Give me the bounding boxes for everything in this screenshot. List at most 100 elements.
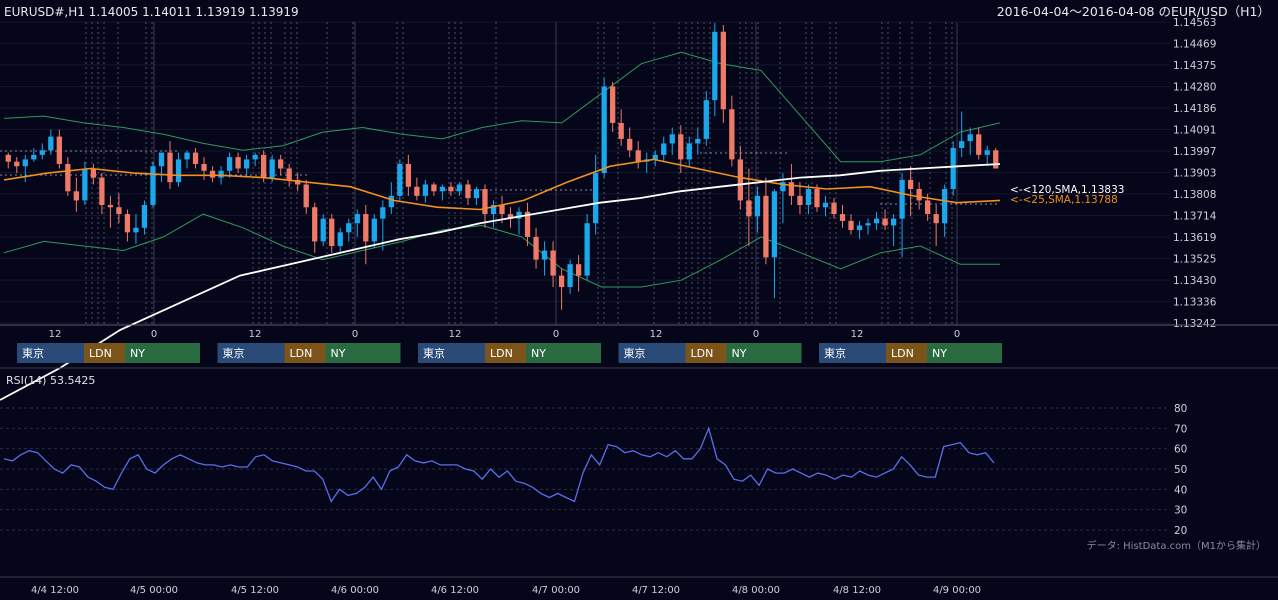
session-tokyo-label: 東京: [423, 346, 445, 360]
candle: [439, 184, 446, 201]
candle: [516, 207, 522, 235]
candle: [729, 95, 735, 167]
sma25-label: <-<25,SMA,1.13788: [1010, 194, 1118, 206]
candle-body: [925, 200, 931, 215]
candle: [363, 204, 369, 265]
candle: [482, 184, 488, 228]
candle-body: [507, 214, 514, 219]
candle: [65, 157, 71, 196]
date-tick-label: 4/6 12:00: [431, 585, 479, 596]
candle: [48, 129, 54, 155]
candle: [593, 154, 599, 235]
session-tokyo-label: 東京: [824, 346, 846, 360]
candle: [601, 77, 607, 178]
candle: [695, 127, 701, 155]
hour-tick-label: 0: [954, 329, 960, 340]
candle-body: [295, 179, 301, 185]
price-tick-label: 1.13619: [1173, 232, 1216, 244]
candle: [746, 168, 752, 246]
candle: [610, 81, 616, 133]
candle-body: [209, 170, 216, 178]
candle: [269, 154, 275, 183]
hour-axis: 12 0 12 0 12 0 12 0 12 0: [49, 329, 961, 340]
session-newyork-label: NY: [130, 347, 145, 360]
rsi-tick-label: 50: [1174, 464, 1187, 476]
price-tick-label: 1.13336: [1173, 297, 1217, 309]
session-newyork: [726, 343, 802, 363]
candle: [192, 148, 199, 169]
candle-body: [627, 138, 633, 151]
candle: [805, 184, 812, 215]
candle-body: [737, 159, 743, 201]
price-tick-label: 1.13903: [1173, 167, 1216, 179]
candle-body: [116, 207, 122, 215]
candle: [652, 150, 658, 167]
candle-body: [652, 154, 658, 160]
price-tick-label: 1.13242: [1173, 318, 1216, 330]
candle: [686, 136, 692, 167]
candle-body: [346, 223, 352, 233]
candle: [448, 182, 454, 196]
candle-body: [678, 134, 684, 160]
session-london: [84, 343, 125, 363]
candle-body: [133, 227, 139, 233]
price-tick-label: 1.13808: [1173, 189, 1216, 201]
candle: [558, 268, 565, 310]
candle-body: [754, 195, 761, 217]
candle: [942, 184, 948, 237]
candle: [201, 157, 207, 180]
candle-body: [201, 163, 207, 171]
candle: [184, 150, 190, 169]
price-tick-label: 1.14091: [1173, 125, 1216, 137]
candle-body: [39, 150, 45, 155]
candle-body: [422, 184, 429, 196]
candle-body: [99, 177, 105, 205]
candle: [703, 91, 709, 146]
date-tick-label: 4/7 00:00: [532, 585, 580, 596]
candle: [788, 163, 795, 205]
candle: [933, 204, 939, 246]
candle-body: [380, 207, 386, 219]
hour-tick-label: 0: [352, 329, 358, 340]
candle: [243, 154, 250, 178]
candle: [371, 214, 377, 249]
candle-body: [601, 86, 607, 174]
candle: [175, 152, 182, 187]
date-tick-label: 4/8 00:00: [732, 585, 780, 596]
candle: [856, 220, 863, 240]
price-tick-label: 1.13997: [1173, 146, 1216, 158]
candle: [56, 129, 62, 169]
candle: [831, 198, 837, 219]
session-london-label: LDN: [290, 347, 313, 360]
candle-body: [967, 134, 973, 142]
hour-tick-label: 12: [49, 329, 62, 340]
candle: [141, 200, 148, 235]
candle: [116, 193, 122, 224]
hour-tick-label: 12: [249, 329, 262, 340]
rsi-tick-label: 60: [1174, 444, 1187, 456]
candle-body: [499, 204, 505, 215]
candle-body: [490, 204, 497, 215]
candle-body: [933, 214, 939, 224]
candle: [907, 166, 914, 217]
candle: [397, 159, 403, 201]
candle-body: [303, 184, 309, 208]
sma120-line: [0, 163, 1001, 401]
candle: [295, 173, 301, 192]
candle: [533, 227, 539, 269]
session-newyork-label: NY: [732, 347, 747, 360]
candle-body: [610, 86, 616, 123]
candle-body: [524, 211, 531, 237]
hour-tick-label: 0: [753, 329, 759, 340]
candle: [797, 182, 803, 215]
candle-body: [329, 218, 335, 246]
candle-body: [805, 189, 812, 205]
candle-body: [252, 154, 258, 160]
candle: [780, 173, 786, 224]
candle: [14, 157, 20, 174]
date-tick-label: 4/5 00:00: [130, 585, 178, 596]
candle-body: [839, 214, 846, 221]
candle-body: [363, 214, 369, 242]
candle-body: [473, 189, 480, 199]
session-tokyo: [418, 343, 485, 363]
